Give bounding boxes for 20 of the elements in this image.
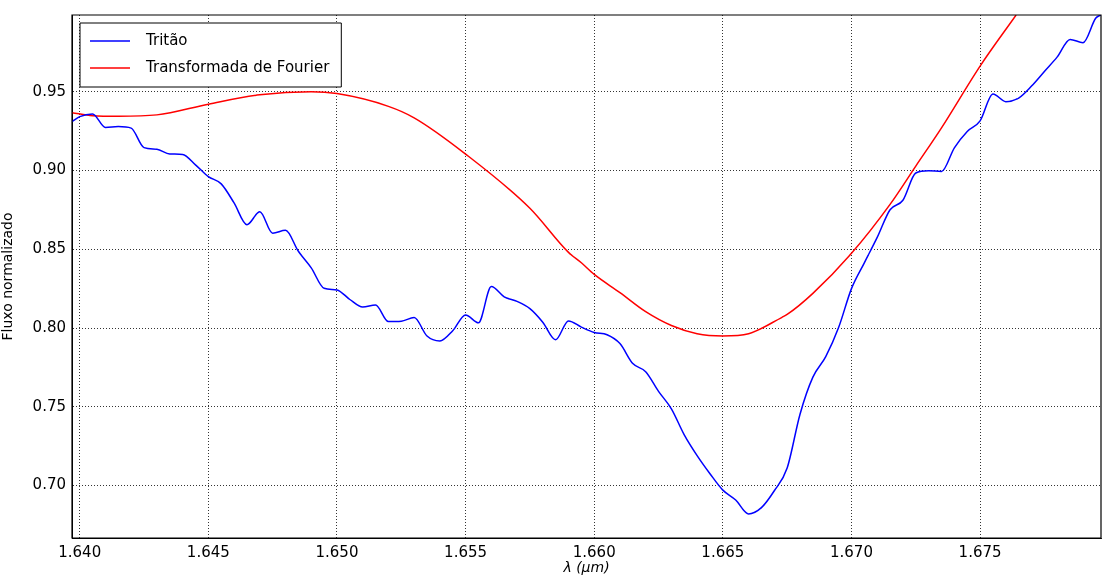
legend-label: Tritão xyxy=(145,30,188,49)
y-tick-label: 0.75 xyxy=(32,396,66,415)
y-axis-title: Fluxo normalizado xyxy=(0,212,16,341)
y-tick-label: 0.85 xyxy=(32,239,66,258)
line-series xyxy=(72,15,1017,337)
x-tick-label: 1.665 xyxy=(701,542,745,561)
y-tick-label: 0.90 xyxy=(32,160,66,179)
x-tick-label: 1.640 xyxy=(58,542,102,561)
y-tick-label: 0.95 xyxy=(32,81,66,100)
x-tick-label: 1.650 xyxy=(315,542,359,561)
y-tick-label: 0.80 xyxy=(32,317,66,336)
x-tick-label: 1.645 xyxy=(186,542,230,561)
x-tick-label: 1.660 xyxy=(572,542,616,561)
line-series xyxy=(72,15,1101,515)
x-tick-label: 1.655 xyxy=(444,542,488,561)
x-tick-label: 1.675 xyxy=(958,542,1002,561)
x-tick-label: 1.670 xyxy=(829,542,873,561)
legend-label: Transformada de Fourier xyxy=(145,57,331,76)
x-axis-title: λ (μm) xyxy=(562,559,610,576)
y-tick-label: 0.70 xyxy=(32,475,66,494)
